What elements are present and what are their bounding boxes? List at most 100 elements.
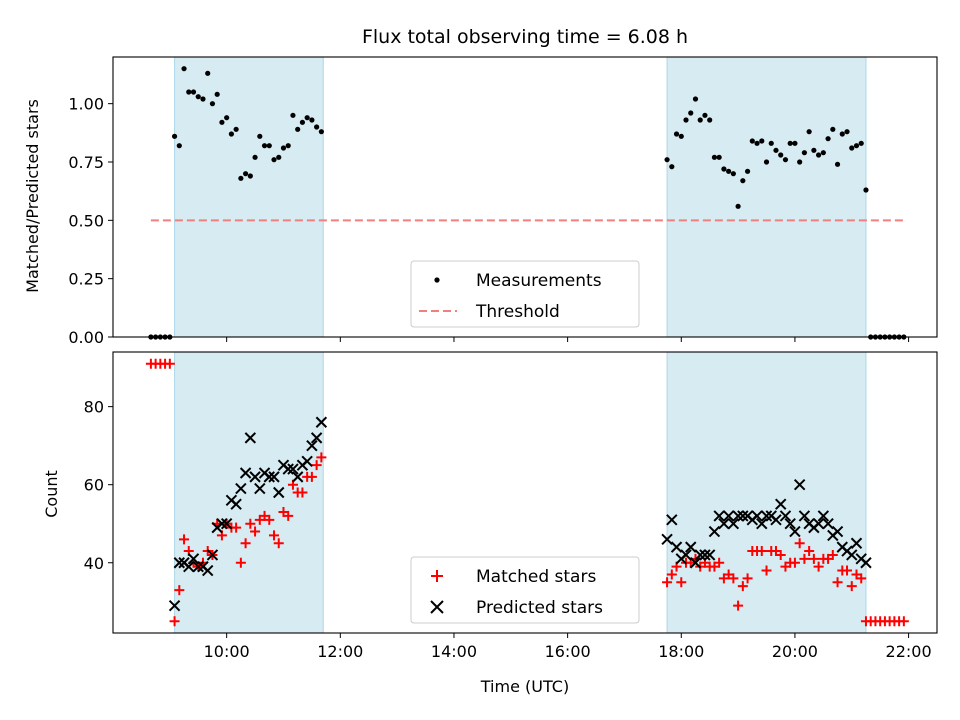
matched-star-point (273, 538, 284, 549)
matched-star-point (832, 577, 843, 588)
measurement-point (233, 126, 239, 132)
measurement-point (811, 147, 817, 153)
measurement-point (688, 110, 694, 116)
measurement-point (261, 143, 268, 149)
measurement-point (853, 143, 860, 149)
matched-star-point (297, 487, 308, 498)
predicted-star-point (846, 549, 858, 561)
y-tick-label: 40 (84, 554, 104, 573)
measurement-point (768, 140, 774, 146)
matched-star-point (316, 452, 327, 463)
measurement-point (299, 119, 306, 125)
measurement-point (740, 178, 746, 184)
predicted-star-point (239, 467, 252, 479)
predicted-star-point (282, 463, 294, 475)
predicted-star-point (685, 541, 697, 553)
measurement-point (271, 157, 277, 163)
plot-frame (112, 56, 938, 338)
predicted-star-point (306, 439, 318, 452)
measurement-point (730, 171, 736, 177)
matched-star-point (235, 557, 246, 568)
measurement-point (673, 131, 680, 137)
measurement-point (735, 203, 741, 209)
predicted-star-point (268, 471, 280, 483)
predicted-star-point (183, 560, 195, 573)
predicted-star-point (775, 498, 787, 510)
predicted-star-point (244, 432, 257, 444)
matched-star-point (179, 534, 190, 545)
predicted-star-point (310, 432, 323, 444)
measurement-point (834, 161, 841, 167)
shaded-interval (666, 351, 867, 634)
measurement-point (778, 152, 784, 158)
matched-star-point (756, 546, 767, 557)
measurement-point (285, 143, 291, 149)
matched-star-point (804, 546, 815, 557)
matched-star-point (269, 530, 280, 541)
predicted-star-point (291, 471, 304, 483)
y-tick-label: 0.25 (68, 270, 104, 289)
legend-label: Matched stars (476, 567, 596, 587)
y-tick-label: 80 (84, 398, 104, 417)
matched-star-point (264, 514, 275, 525)
predicted-star-point (315, 416, 328, 428)
measurement-point (759, 138, 765, 144)
matched-star-point (245, 518, 256, 529)
x-tick-label: 20:00 (772, 642, 818, 661)
measurement-point (863, 187, 869, 193)
matched-star-point (662, 577, 673, 588)
measurement-point (276, 154, 282, 160)
measurement-point (209, 101, 216, 107)
matched-star-point (240, 538, 251, 549)
measurement-point (754, 140, 760, 146)
matched-star-point (846, 581, 857, 592)
plot-frame (112, 351, 938, 634)
measurement-point (304, 115, 310, 121)
predicted-star-point (770, 514, 782, 526)
measurement-point (683, 117, 689, 123)
predicted-star-point (708, 525, 721, 538)
measurement-point (801, 150, 808, 156)
predicted-star-point (263, 471, 275, 483)
predicted-star-point (756, 518, 768, 530)
bottom-y-axis-label: Count (42, 470, 61, 518)
measurement-point (224, 115, 230, 121)
predicted-star-point (817, 510, 830, 522)
measurement-point (318, 129, 324, 135)
matched-star-point (813, 561, 824, 572)
predicted-star-point (235, 482, 247, 495)
predicted-star-point (670, 541, 683, 553)
matched-star-point (827, 549, 838, 560)
predicted-star-point (661, 533, 673, 546)
matched-star-point (775, 549, 786, 560)
matched-star-point (808, 553, 819, 564)
predicted-star-point (254, 482, 266, 495)
measurement-point (669, 164, 675, 170)
legend-matched-marker (431, 570, 443, 582)
y-tick-label: 0.75 (68, 153, 104, 172)
legend-label: Threshold (475, 302, 560, 322)
x-axis-label: Time (UTC) (480, 677, 569, 696)
measurement-point (257, 133, 263, 139)
predicted-star-point (822, 518, 834, 530)
measurement-point (314, 124, 320, 130)
matched-star-point (311, 460, 322, 471)
x-tick-label: 18:00 (658, 642, 704, 661)
measurement-point (200, 96, 206, 102)
measurement-point (176, 143, 182, 149)
measurement-point (697, 117, 703, 123)
predicted-star-point (699, 549, 711, 561)
predicted-star-point (273, 486, 285, 499)
predicted-star-point (202, 564, 214, 577)
y-tick-label: 0.50 (68, 211, 104, 230)
predicted-star-point (220, 518, 233, 530)
predicted-star-point (168, 599, 181, 612)
measurement-point (711, 154, 718, 160)
predicted-star-point (689, 557, 702, 569)
matched-star-point (742, 573, 753, 584)
matched-star-point (164, 358, 175, 369)
legend-box (410, 556, 640, 624)
predicted-star-point (301, 455, 313, 467)
x-tick-label: 10:00 (204, 642, 250, 661)
